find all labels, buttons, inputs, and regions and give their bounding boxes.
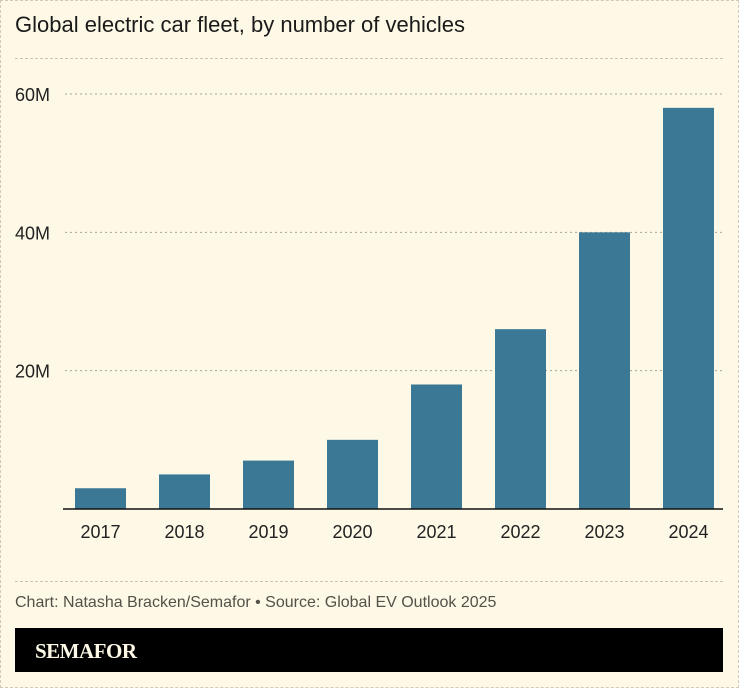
x-tick-label: 2024 <box>668 522 708 542</box>
bar-2017 <box>75 488 126 509</box>
bar-2019 <box>243 460 294 509</box>
bar-2020 <box>327 439 378 509</box>
y-tick-label: 40M <box>15 223 50 243</box>
y-tick-label: 60M <box>15 85 50 105</box>
x-tick-label: 2018 <box>164 522 204 542</box>
bar-chart: 20M 40M 60M 2017 2018 2019 2020 2021 2022 2023 202… <box>15 85 723 542</box>
bar-2023 <box>579 232 630 510</box>
x-tick-label: 2023 <box>584 522 624 542</box>
divider <box>15 58 723 59</box>
bar-2022 <box>495 329 546 509</box>
chart-title: Global electric car fleet, by number of … <box>15 12 465 37</box>
divider <box>15 581 723 582</box>
x-tick-label: 2020 <box>332 522 372 542</box>
x-tick-label: 2017 <box>80 522 120 542</box>
x-tick-label: 2021 <box>416 522 456 542</box>
x-tick-label: 2022 <box>500 522 540 542</box>
x-tick-label: 2019 <box>248 522 288 542</box>
y-tick-label: 20M <box>15 362 50 382</box>
bar-2021 <box>411 384 462 509</box>
bar-2018 <box>159 474 210 509</box>
semafor-logo: SEMAFOR <box>35 639 137 663</box>
brand-bar: SEMAFOR <box>15 628 723 672</box>
chart-credit: Chart: Natasha Bracken/Semafor • Source:… <box>15 594 497 611</box>
bar-2024 <box>663 107 714 509</box>
